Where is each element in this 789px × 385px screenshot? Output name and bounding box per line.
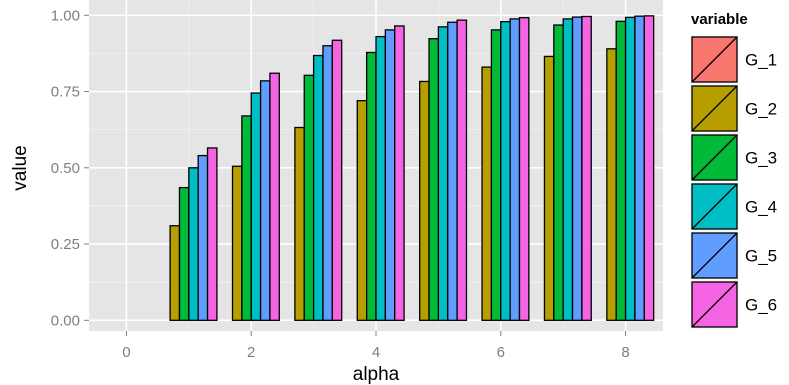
- legend-label: G_5: [745, 247, 777, 266]
- bar-g-6: [456, 19, 468, 321]
- bar-g-3: [178, 186, 190, 321]
- bar-g-3: [553, 24, 564, 321]
- bar-g-5: [259, 80, 271, 321]
- bar-g-6: [206, 147, 218, 321]
- y-tick-label: 0.00: [51, 312, 80, 329]
- bar-g-2: [419, 80, 430, 321]
- bar-g-4: [500, 21, 511, 321]
- bar-g-6: [643, 15, 655, 321]
- bar-g-4: [250, 92, 262, 321]
- bar-g-5: [447, 21, 458, 321]
- x-tick-label: 4: [372, 344, 380, 361]
- bar-g-4: [375, 35, 387, 321]
- y-tick-label: 0.25: [51, 236, 80, 253]
- bar-g-6: [394, 25, 405, 321]
- bar-g-3: [303, 74, 315, 321]
- x-axis-title: alpha: [353, 364, 400, 385]
- legend-label: G_6: [745, 296, 777, 315]
- legend-key-slash: [691, 85, 738, 132]
- bar-g-2: [606, 48, 617, 321]
- y-tick-label: 1.00: [51, 7, 80, 24]
- x-tick-label: 6: [497, 344, 505, 361]
- bar-g-4: [437, 26, 449, 321]
- x-tick-label: 8: [621, 344, 629, 361]
- legend-key-slash: [691, 232, 738, 279]
- bar-g-5: [634, 15, 645, 321]
- x-tick-label: 0: [122, 344, 130, 361]
- bar-g-6: [581, 15, 592, 321]
- legend-key-slash: [691, 36, 738, 83]
- bar-g-5: [571, 16, 583, 321]
- bar-g-4: [188, 167, 199, 321]
- y-axis-title: value: [10, 145, 31, 190]
- legend-label: G_2: [745, 100, 777, 119]
- bar-g-2: [481, 66, 493, 321]
- bar-g-3: [615, 20, 627, 321]
- bar-g-2: [294, 126, 305, 321]
- bar-g-2: [356, 100, 368, 321]
- bar-g-4: [624, 16, 636, 321]
- legend-label: G_1: [745, 51, 777, 70]
- y-tick-label: 0.50: [51, 160, 80, 177]
- bar-g-5: [384, 29, 396, 321]
- legend-key-slash: [691, 134, 738, 181]
- bar-g-6: [331, 39, 343, 321]
- bar-g-6: [518, 17, 530, 321]
- bar-g-4: [312, 54, 324, 321]
- legend-label: G_3: [745, 149, 777, 168]
- bar-g-3: [490, 29, 502, 321]
- bar-g-3: [365, 51, 377, 321]
- bar-g-5: [509, 18, 521, 321]
- bar-g-3: [241, 115, 252, 321]
- legend-key-slash: [691, 183, 738, 230]
- x-tick-label: 2: [247, 344, 255, 361]
- legend-key-slash: [691, 281, 738, 328]
- bar-g-5: [322, 45, 333, 321]
- bar-g-6: [269, 72, 280, 321]
- bar-g-2: [169, 225, 181, 321]
- legend-title: variable: [691, 11, 748, 28]
- bar-g-2: [543, 55, 555, 321]
- bar-g-3: [428, 38, 440, 321]
- legend-label: G_4: [745, 198, 777, 217]
- bar-g-4: [562, 18, 574, 321]
- bar-g-5: [197, 154, 209, 321]
- bar-g-2: [231, 165, 243, 321]
- y-tick-label: 0.75: [51, 84, 80, 101]
